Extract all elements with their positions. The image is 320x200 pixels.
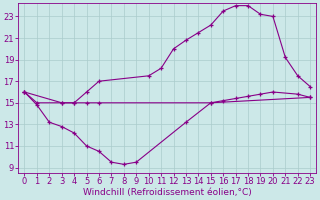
X-axis label: Windchill (Refroidissement éolien,°C): Windchill (Refroidissement éolien,°C)	[83, 188, 252, 197]
